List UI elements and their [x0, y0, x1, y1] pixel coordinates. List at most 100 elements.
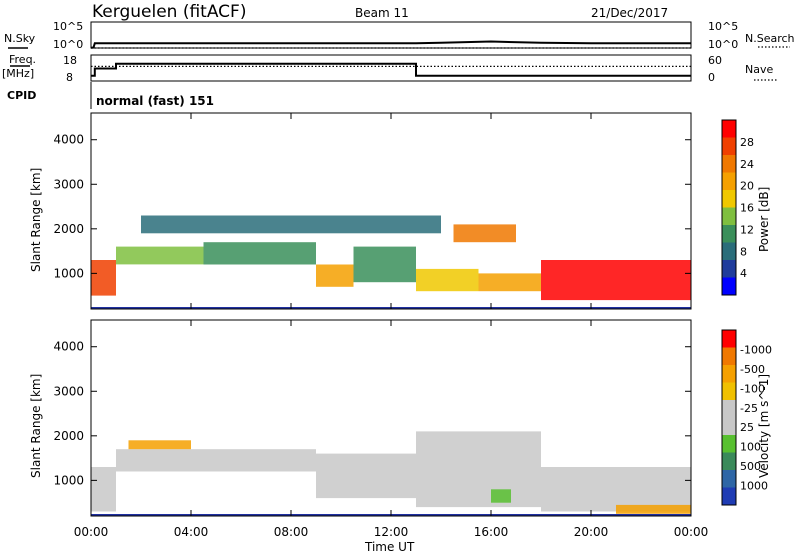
y-tick-label: 3000 [53, 384, 84, 398]
velocity-ylabel: Slant Range [km] [29, 374, 43, 478]
colorbar-segment [722, 225, 736, 243]
colorbar-segment [722, 487, 736, 506]
nsearch-label: N.Search [745, 32, 795, 45]
nave-label: Nave [745, 63, 773, 76]
nsky-left-tick-top: 10^5 [53, 20, 83, 33]
colorbar-segment [722, 400, 736, 418]
beam-label: Beam 11 [355, 6, 409, 20]
y-tick-label: 1000 [53, 473, 84, 487]
date-label: 21/Dec/2017 [591, 6, 668, 20]
colorbar-segment [722, 277, 736, 296]
power-heatmap [91, 215, 691, 309]
x-axis-label: Time UT [364, 540, 415, 554]
echo-region [491, 489, 511, 503]
colorbar-tick-label: 4 [740, 267, 747, 280]
colorbar-segment [722, 120, 736, 138]
colorbar-segment [722, 242, 736, 261]
colorbar-segment [722, 382, 736, 401]
y-tick-label: 4000 [53, 133, 84, 147]
nsky-series-group [90, 40, 691, 49]
power-colorbar-label: Power [dB] [757, 187, 771, 252]
colorbar-frame [721, 329, 737, 506]
echo-region [541, 260, 691, 301]
colorbar-tick-label: -25 [740, 402, 758, 415]
x-tick-label: 00:00 [74, 525, 109, 539]
colorbar-tick-label: 100 [740, 441, 761, 454]
nsky-line [90, 40, 691, 49]
echo-region [116, 246, 204, 265]
colorbar-tick-label: 500 [740, 460, 761, 473]
colorbar-segment [722, 155, 736, 173]
echo-region [91, 260, 116, 296]
colorbar-tick-label: -100 [740, 382, 765, 395]
nave-tick-bottom: 0 [708, 71, 715, 84]
colorbar-tick-label: 16 [740, 202, 754, 215]
echo-region [116, 449, 316, 472]
echo-region [91, 467, 116, 512]
y-tick-label: 1000 [53, 266, 84, 280]
x-tick-label: 12:00 [374, 525, 409, 539]
colorbar-tick-label: 25 [740, 421, 754, 434]
power-colorbar: 4 8 12 16 20 24 28 [721, 119, 754, 296]
nsearch-right-tick-bottom: 10^0 [708, 38, 738, 51]
power-ylabel: Slant Range [km] [29, 168, 43, 272]
echo-region [541, 467, 691, 512]
colorbar-tick-label: 28 [740, 136, 754, 149]
echo-region [128, 440, 191, 450]
nsearch-right-tick-top: 10^5 [708, 20, 738, 33]
freq-tick-bottom: 8 [66, 71, 73, 84]
y-tick-label: 4000 [53, 340, 84, 354]
echo-region [353, 246, 416, 283]
colorbar-segment [722, 330, 736, 348]
x-tick-label: 00:00 [674, 525, 709, 539]
y-tick-label: 2000 [53, 222, 84, 236]
echo-region [616, 504, 691, 514]
colorbar-segment [722, 137, 736, 156]
colorbar-segment [722, 190, 736, 208]
colorbar-tick-label: 20 [740, 180, 754, 193]
colorbar-segment [722, 470, 736, 488]
y-tick-label: 3000 [53, 177, 84, 191]
colorbar-segment [722, 417, 736, 436]
colorbar-tick-label: 12 [740, 223, 754, 236]
x-tick-label: 16:00 [474, 525, 509, 539]
echo-region [203, 242, 316, 265]
colorbar-tick-label: 24 [740, 158, 754, 171]
x-tick-label: 20:00 [574, 525, 609, 539]
colorbar-segment [722, 207, 736, 226]
echo-region [416, 268, 479, 292]
colorbar-tick-label: 1000 [740, 480, 768, 493]
x-tick-label: 04:00 [174, 525, 209, 539]
nsky-label: N.Sky [4, 32, 36, 45]
nsky-panel-frame [90, 21, 692, 49]
velocity-heatmap [91, 431, 691, 516]
colorbar-segment [722, 365, 736, 383]
freq-label: Freq. [9, 53, 36, 66]
freq-line [91, 62, 691, 77]
cpid-text: normal (fast) 151 [96, 94, 214, 108]
colorbar-segment [722, 347, 736, 366]
cpid-label: CPID [7, 89, 36, 102]
x-tick-label: 08:00 [274, 525, 309, 539]
freq-unit-label: [MHz] [2, 67, 34, 80]
colorbar-segment [722, 260, 736, 278]
echo-region [416, 431, 541, 508]
station-title: Kerguelen (fitACF) [92, 2, 246, 22]
echo-region [141, 215, 441, 234]
colorbar-segment [722, 172, 736, 191]
axes-group: 1000 2000 3000 4000 1000 2000 3000 4000 00:00 04:… [53, 113, 708, 539]
freq-panel-frame [90, 54, 692, 82]
y-tick-label: 2000 [53, 429, 84, 443]
colorbar-segment [722, 452, 736, 471]
echo-region [453, 224, 516, 243]
velocity-colorbar: 1000 500 100 25 -25 -100 -500 -1000 [721, 329, 772, 506]
echo-region [316, 453, 416, 499]
echo-region [316, 264, 354, 287]
colorbar-tick-label: 8 [740, 245, 747, 258]
nave-tick-top: 60 [708, 54, 722, 67]
colorbar-frame [721, 119, 737, 296]
echo-region [478, 273, 541, 292]
freq-series-group [91, 62, 691, 77]
colorbar-segment [722, 435, 736, 453]
